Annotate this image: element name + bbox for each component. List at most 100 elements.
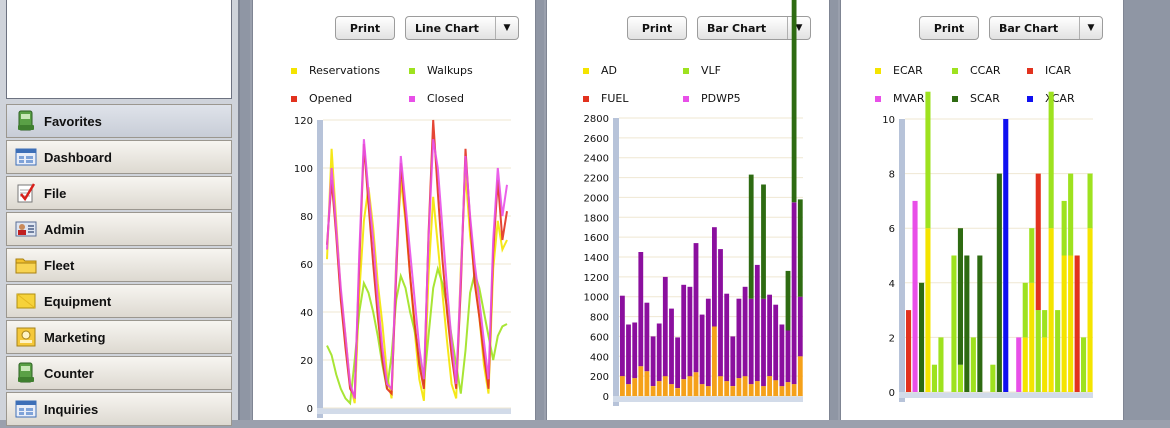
y-axis-rail bbox=[899, 119, 905, 402]
dashboard-icon bbox=[15, 146, 37, 168]
legend-swatch bbox=[1027, 95, 1033, 102]
sidebar-item-dashboard[interactable]: Dashboard bbox=[6, 140, 232, 174]
y-tick-label: 1600 bbox=[584, 233, 609, 244]
y-tick-label: 20 bbox=[300, 356, 313, 367]
bar bbox=[705, 298, 711, 387]
series-line bbox=[326, 139, 508, 399]
sidebar-item-label: Admin bbox=[44, 221, 85, 237]
bar bbox=[644, 302, 650, 372]
sidebar-item-favorites[interactable]: Favorites bbox=[6, 104, 232, 138]
y-tick-label: 60 bbox=[300, 260, 313, 271]
bar bbox=[748, 174, 754, 299]
bar bbox=[1029, 228, 1035, 283]
print-button[interactable]: Print bbox=[627, 16, 687, 40]
y-tick-label: 80 bbox=[300, 212, 313, 223]
chart-type-label: Bar Chart bbox=[707, 21, 767, 35]
bar bbox=[938, 337, 944, 392]
bar bbox=[791, 0, 797, 203]
print-button-label: Print bbox=[349, 21, 381, 35]
legend-item: SCAR bbox=[952, 92, 1000, 105]
bar bbox=[1074, 255, 1080, 392]
bar bbox=[779, 324, 785, 387]
bar bbox=[748, 298, 754, 385]
splitter bbox=[240, 0, 250, 420]
y-tick-label: 600 bbox=[590, 332, 609, 343]
y-tick-label: 1400 bbox=[584, 253, 609, 264]
legend-swatch bbox=[875, 95, 881, 102]
legend-item: AD bbox=[583, 64, 617, 77]
bar bbox=[1042, 337, 1048, 392]
bar bbox=[957, 364, 963, 392]
counter-icon bbox=[15, 362, 37, 384]
bar bbox=[687, 376, 693, 396]
y-axis-rail bbox=[317, 120, 323, 418]
legend-label: CCAR bbox=[970, 64, 1001, 77]
bar-chart: 0 200 400 600 800 1000 1200 1400 1600 1800 2000 220… bbox=[584, 0, 803, 406]
bar bbox=[791, 202, 797, 385]
y-tick-label: 2000 bbox=[584, 193, 609, 204]
bar bbox=[785, 270, 791, 331]
legend-label: VLF bbox=[701, 64, 721, 77]
bar bbox=[638, 366, 644, 396]
sidebar-item-admin[interactable]: Admin bbox=[6, 212, 232, 246]
sidebar-item-counter[interactable]: Counter bbox=[6, 356, 232, 390]
y-tick-label: 10 bbox=[882, 115, 895, 126]
bar bbox=[785, 382, 791, 396]
chart-type-dropdown[interactable]: Bar Chart ▼ bbox=[989, 16, 1103, 40]
legend-label: SCAR bbox=[970, 92, 1000, 105]
sidebar-item-inquiries[interactable]: Inquiries bbox=[6, 392, 232, 426]
chart-type-dropdown[interactable]: Line Chart ▼ bbox=[405, 16, 519, 40]
sidebar-item-equipment[interactable]: Equipment bbox=[6, 284, 232, 318]
legend-item: Reservations bbox=[291, 64, 380, 77]
bar bbox=[1048, 228, 1054, 392]
chart-type-label: Line Chart bbox=[415, 21, 479, 35]
y-tick-label: 2800 bbox=[584, 114, 609, 125]
y-tick-label: 6 bbox=[889, 224, 895, 235]
bar bbox=[754, 381, 760, 396]
x-axis-rail bbox=[899, 392, 1093, 398]
sidebar-item-file[interactable]: File bbox=[6, 176, 232, 210]
preview-pane bbox=[6, 0, 232, 99]
legend-item: MVAR bbox=[875, 92, 924, 105]
bar bbox=[1087, 228, 1093, 392]
bar bbox=[687, 286, 693, 377]
bar bbox=[1035, 173, 1041, 311]
y-tick-label: 0 bbox=[307, 404, 313, 415]
sidebar-item-fleet[interactable]: Fleet bbox=[6, 248, 232, 282]
sidebar-item-label: Counter bbox=[44, 365, 94, 381]
legend-item: FUEL bbox=[583, 92, 628, 105]
bar bbox=[1022, 282, 1028, 338]
legend-item: ICAR bbox=[1027, 64, 1071, 77]
bar bbox=[712, 326, 717, 396]
print-button-label: Print bbox=[641, 21, 673, 35]
sidebar-item-label: Fleet bbox=[44, 257, 75, 273]
marketing-icon bbox=[15, 326, 37, 348]
bar bbox=[785, 330, 791, 383]
sidebar-item-marketing[interactable]: Marketing bbox=[6, 320, 232, 354]
bar bbox=[669, 384, 674, 396]
bar bbox=[632, 322, 638, 379]
bar bbox=[761, 184, 766, 299]
bar bbox=[773, 304, 779, 381]
legend-swatch bbox=[683, 95, 689, 102]
bar bbox=[730, 386, 736, 396]
chart-panel-bar: Print Bar Chart ▼ ECAR CCAR ICAR MVAR SC… bbox=[840, 0, 1124, 420]
equipment-icon bbox=[15, 290, 37, 312]
legend-swatch bbox=[875, 67, 881, 74]
y-tick-label: 8 bbox=[889, 170, 895, 181]
sidebar-item-label: Favorites bbox=[44, 113, 102, 129]
bar bbox=[1042, 310, 1048, 338]
bar bbox=[1029, 282, 1035, 392]
legend-label: ICAR bbox=[1045, 64, 1072, 77]
bar bbox=[712, 227, 717, 327]
sidebar-item-label: Marketing bbox=[44, 329, 106, 345]
sidebar-nav: Favorites Dashboard File Admin Fleet bbox=[6, 104, 232, 428]
legend-swatch bbox=[409, 67, 415, 74]
bar bbox=[779, 386, 785, 396]
print-button[interactable]: Print bbox=[335, 16, 395, 40]
y-tick-label: 100 bbox=[294, 164, 313, 175]
print-button[interactable]: Print bbox=[919, 16, 979, 40]
bar bbox=[626, 384, 631, 396]
bar bbox=[681, 379, 687, 396]
bar bbox=[797, 356, 803, 396]
